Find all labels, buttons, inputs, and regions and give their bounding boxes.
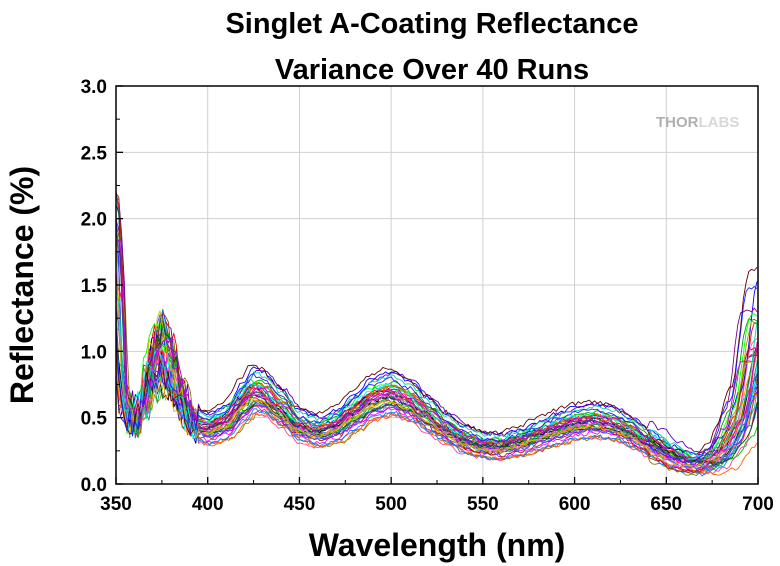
run-series-line — [116, 191, 758, 477]
series-group — [116, 190, 758, 477]
logo-part-b: LABS — [699, 114, 740, 131]
x-tick-label: 350 — [100, 494, 132, 515]
x-tick-label: 400 — [192, 494, 224, 515]
x-tick-label: 500 — [375, 494, 407, 515]
run-series-line — [116, 348, 758, 462]
run-series-line — [116, 218, 758, 462]
y-tick-labels: 0.0 0.5 1.0 1.5 2.0 2.5 3.0 — [81, 77, 108, 496]
thorlabs-logo: THORLABS — [656, 114, 739, 131]
chart-title-line-1: Singlet A-Coating Reflectance — [225, 8, 638, 40]
x-tick-label: 450 — [284, 494, 316, 515]
x-tick-label: 550 — [467, 494, 499, 515]
x-tick-label: 700 — [742, 494, 774, 515]
run-series-line — [116, 294, 758, 459]
run-series-line — [116, 267, 758, 456]
chart-title-line-2: Variance Over 40 Runs — [275, 54, 589, 86]
svg-text:THORLABS: THORLABS — [656, 114, 739, 131]
axis-ticks — [115, 85, 759, 485]
run-series-line — [116, 233, 758, 469]
run-series-line — [116, 228, 758, 467]
y-tick-label: 1.5 — [81, 276, 108, 297]
run-series-line — [116, 286, 758, 463]
y-tick-label: 1.0 — [81, 342, 107, 363]
x-tick-label: 650 — [650, 494, 682, 515]
y-tick-label: 2.5 — [81, 143, 108, 164]
run-series-line — [116, 330, 758, 464]
x-tick-label: 600 — [559, 494, 591, 515]
y-tick-label: 3.0 — [81, 77, 107, 98]
run-series-line — [116, 304, 758, 475]
x-tick-labels: 350 400 450 500 550 600 650 700 — [100, 494, 774, 515]
y-axis-label: Reflectance (%) — [4, 166, 40, 404]
y-tick-label: 0.0 — [81, 475, 107, 496]
x-axis-label: Wavelength (nm) — [309, 527, 566, 563]
y-tick-label: 2.0 — [81, 210, 107, 231]
run-series-line — [116, 363, 758, 467]
logo-part-a: THOR — [656, 114, 699, 131]
y-tick-label: 0.5 — [81, 409, 108, 430]
